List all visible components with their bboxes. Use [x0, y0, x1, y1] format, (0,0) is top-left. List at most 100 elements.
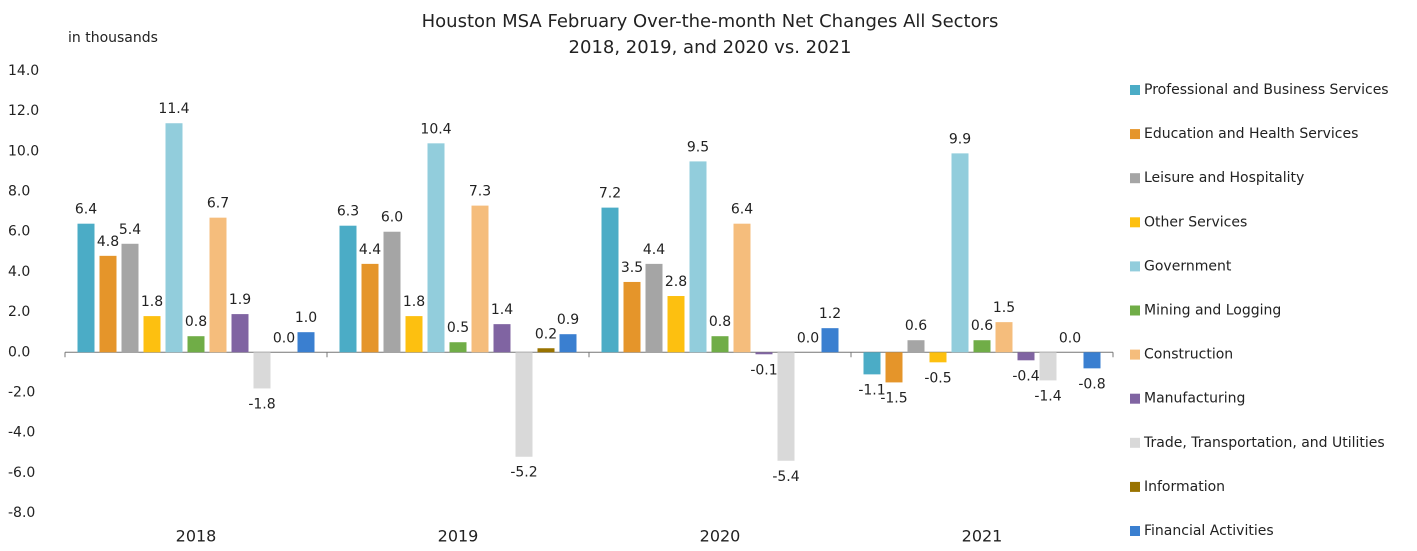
data-label: 0.9 — [557, 312, 579, 328]
data-label: 2.8 — [665, 274, 687, 290]
bar — [929, 352, 947, 363]
data-label: -0.4 — [1012, 368, 1039, 384]
data-label: 0.6 — [905, 318, 927, 334]
bar — [711, 336, 729, 353]
x-tick-label: 2019 — [438, 527, 479, 546]
y-tick-label: -4.0 — [8, 425, 35, 441]
bar — [471, 205, 489, 353]
bar — [863, 352, 881, 375]
bar — [1017, 352, 1035, 361]
data-label: 0.6 — [971, 318, 993, 334]
legend-label: Education and Health Services — [1144, 126, 1358, 142]
data-label: -0.5 — [924, 370, 951, 386]
bar — [951, 153, 969, 353]
data-label: -1.4 — [1034, 388, 1061, 404]
legend-swatch — [1130, 173, 1140, 184]
bar — [559, 334, 577, 353]
bar — [733, 223, 751, 353]
legend-label: Government — [1144, 258, 1232, 274]
bar — [907, 340, 925, 353]
data-label: 1.0 — [295, 310, 317, 326]
y-tick-label: -8.0 — [8, 505, 35, 521]
y-tick-label: 6.0 — [8, 224, 30, 240]
data-label: 0.2 — [535, 326, 557, 342]
data-label: 1.2 — [819, 306, 841, 322]
bar — [667, 296, 685, 353]
legend-label: Mining and Logging — [1144, 303, 1281, 319]
bar — [515, 352, 533, 457]
y-tick-label: 8.0 — [8, 184, 30, 200]
bar — [995, 322, 1013, 353]
data-label: 1.8 — [403, 294, 425, 310]
bar — [231, 314, 249, 353]
legend-swatch — [1130, 217, 1140, 228]
data-label: -1.1 — [858, 382, 885, 398]
data-label: 0.8 — [709, 314, 731, 330]
bar — [777, 352, 795, 461]
y-tick-label: -6.0 — [8, 465, 35, 481]
data-label: 6.4 — [731, 202, 753, 218]
data-label: -0.1 — [750, 362, 777, 378]
data-label: -1.5 — [880, 390, 907, 406]
legend-swatch — [1130, 349, 1140, 360]
legend-label: Financial Activities — [1144, 523, 1274, 539]
y-tick-label: 12.0 — [8, 103, 39, 119]
legend-label: Information — [1144, 479, 1225, 495]
data-label: 0.0 — [273, 330, 295, 346]
bar — [297, 332, 315, 353]
x-tick-label: 2018 — [176, 527, 217, 546]
data-label: 6.3 — [337, 204, 359, 220]
data-label: 7.2 — [599, 186, 621, 202]
legend-label: Trade, Transportation, and Utilities — [1143, 435, 1385, 451]
bar — [537, 348, 555, 353]
y-tick-label: 4.0 — [8, 264, 30, 280]
bar — [165, 123, 183, 353]
data-label: 0.5 — [447, 320, 469, 336]
data-label: 4.8 — [97, 234, 119, 250]
y-tick-label: 14.0 — [8, 63, 39, 79]
bar — [339, 225, 357, 353]
bar — [885, 352, 903, 383]
data-label: 9.5 — [687, 139, 709, 155]
bar — [209, 217, 227, 353]
data-label: 6.7 — [207, 196, 229, 212]
legend-swatch — [1130, 129, 1140, 140]
data-label: 6.4 — [75, 202, 97, 218]
legend-label: Manufacturing — [1144, 391, 1245, 407]
bar — [1083, 352, 1101, 369]
bar — [77, 223, 95, 353]
bar — [689, 161, 707, 353]
bar — [645, 263, 663, 353]
data-label: 5.4 — [119, 222, 141, 238]
chart-title: Houston MSA February Over-the-month Net … — [422, 11, 999, 32]
bar — [187, 336, 205, 353]
legend-label: Other Services — [1144, 214, 1247, 230]
bar — [821, 328, 839, 353]
legend-swatch — [1130, 261, 1140, 272]
bar — [427, 143, 445, 353]
bar — [361, 263, 379, 353]
bar — [755, 352, 773, 355]
data-label: 0.0 — [797, 330, 819, 346]
data-label: 7.3 — [469, 184, 491, 200]
data-label: 4.4 — [643, 242, 665, 258]
bar — [121, 243, 139, 353]
data-label: 3.5 — [621, 260, 643, 276]
data-label: 9.9 — [949, 131, 971, 147]
data-label: 6.0 — [381, 210, 403, 226]
legend-swatch — [1130, 437, 1140, 448]
data-label: -5.4 — [772, 469, 799, 485]
legend-swatch — [1130, 85, 1140, 95]
bar — [493, 324, 511, 353]
data-label: 4.4 — [359, 242, 381, 258]
legend-label: Construction — [1144, 347, 1233, 363]
data-label: 1.5 — [993, 300, 1015, 316]
bar — [253, 352, 271, 389]
legend-label: Professional and Business Services — [1144, 82, 1389, 98]
y-tick-label: 10.0 — [8, 143, 39, 159]
legend-label: Leisure and Hospitality — [1144, 170, 1304, 186]
bar — [143, 316, 161, 353]
bar — [383, 231, 401, 353]
bar — [99, 255, 117, 353]
